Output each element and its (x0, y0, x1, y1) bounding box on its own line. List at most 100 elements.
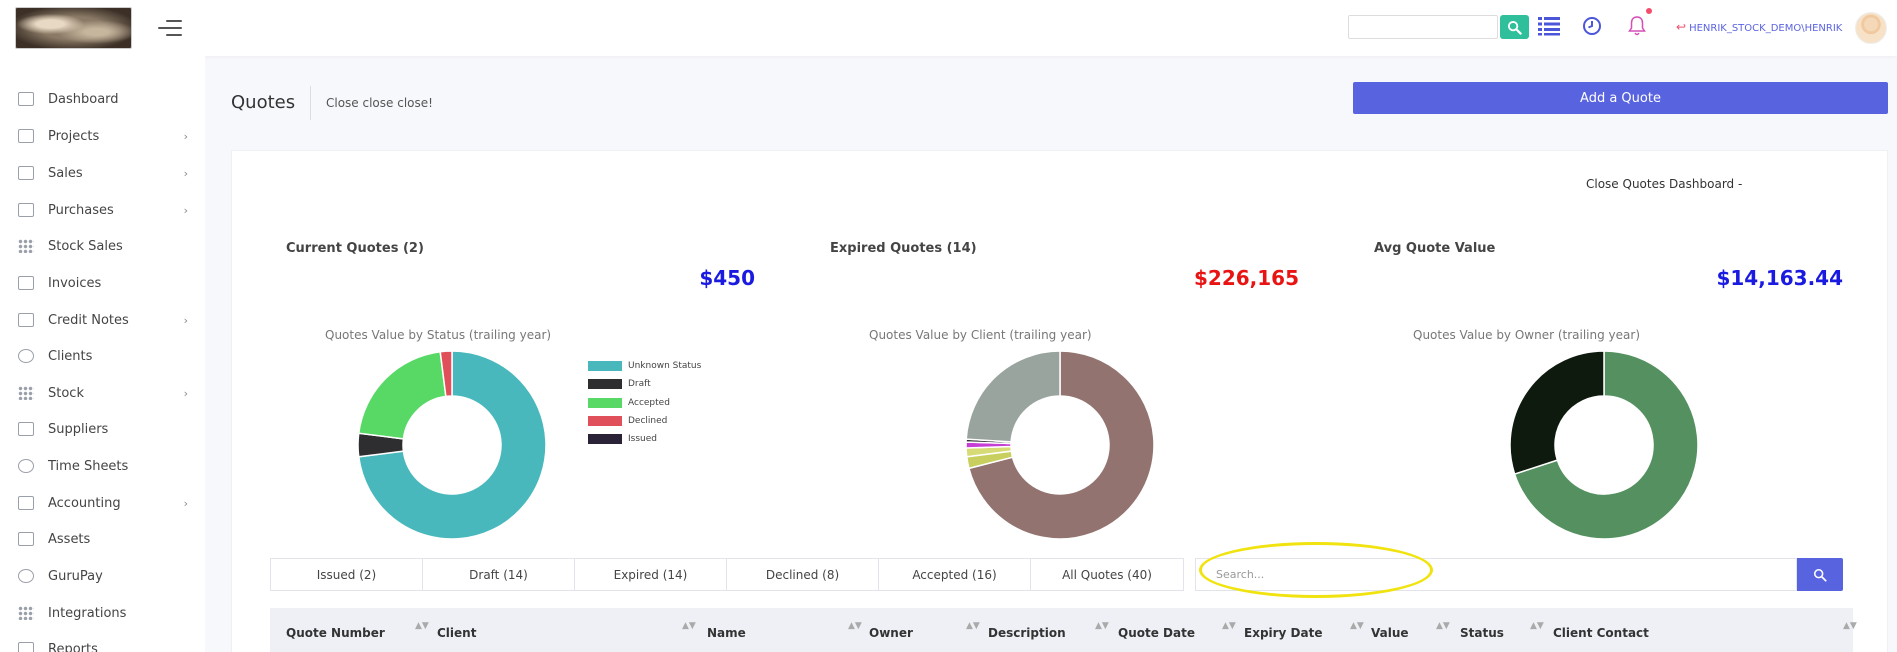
column-header-value[interactable]: Value (1371, 626, 1409, 640)
sort-icon[interactable]: ▲▼ (682, 621, 696, 631)
suppliers-icon (18, 422, 34, 436)
time-sheets-icon (18, 459, 34, 473)
avatar[interactable] (1855, 12, 1887, 44)
assets-icon (18, 532, 34, 546)
invoices-icon (18, 276, 34, 290)
chevron-right-icon: › (183, 129, 188, 143)
tab-draft[interactable]: Draft (14) (423, 559, 575, 590)
sidebar-item-label: Invoices (48, 275, 102, 291)
column-header-owner[interactable]: Owner (869, 626, 913, 640)
sidebar-item-reports[interactable]: Reports (18, 639, 188, 652)
sort-icon[interactable]: ▲▼ (415, 621, 429, 631)
stat-value-average: $14,163.44 (1716, 266, 1843, 290)
sort-icon[interactable]: ▲▼ (966, 621, 980, 631)
credit-notes-icon (18, 313, 34, 327)
sidebar-item-purchases[interactable]: Purchases › (18, 200, 188, 220)
column-header-description[interactable]: Description (988, 626, 1066, 640)
legend-entry[interactable]: Declined (588, 412, 701, 430)
legend-swatch (588, 379, 622, 390)
sidebar-item-label: Credit Notes (48, 312, 129, 328)
tab-all-quotes[interactable]: All Quotes (40) (1062, 567, 1152, 582)
sidebar-item-sales[interactable]: Sales › (18, 163, 188, 183)
sort-icon[interactable]: ▲▼ (1436, 621, 1450, 631)
clock-icon[interactable] (1582, 16, 1602, 36)
donut-slice[interactable] (357, 350, 547, 540)
column-header-name[interactable]: Name (707, 626, 746, 640)
sidebar-item-credit-notes[interactable]: Credit Notes › (18, 310, 188, 330)
company-logo[interactable] (15, 7, 132, 49)
legend-entry[interactable]: Draft (588, 375, 701, 393)
sort-icon[interactable]: ▲▼ (1095, 621, 1109, 631)
tab-issued[interactable]: Issued (2) (271, 559, 423, 590)
sidebar-item-label: Stock (48, 385, 84, 401)
sidebar-item-invoices[interactable]: Invoices (18, 273, 188, 293)
global-search-input[interactable] (1348, 15, 1498, 39)
global-search-button[interactable] (1500, 15, 1529, 39)
gurupay-icon (18, 569, 34, 583)
sidebar-item-label: Stock Sales (48, 238, 123, 254)
donut-slice[interactable] (1513, 350, 1699, 540)
donut-slice[interactable] (1509, 350, 1605, 475)
sidebar-item-clients[interactable]: Clients (18, 346, 188, 366)
legend-entry[interactable]: Unknown Status (588, 357, 701, 375)
legend-swatch (588, 434, 622, 445)
sidebar-item-time-sheets[interactable]: Time Sheets (18, 456, 188, 476)
column-header-quote-number[interactable]: Quote Number (286, 626, 385, 640)
sort-icon[interactable]: ▲▼ (1222, 621, 1236, 631)
sidebar-item-label: Sales (48, 165, 83, 181)
user-account-link[interactable]: ↩ HENRIK_STOCK_DEMO\HENRIK (1676, 20, 1842, 34)
column-header-client-contact[interactable]: Client Contact (1553, 626, 1649, 640)
donut-slice[interactable] (965, 350, 1061, 443)
donut-chart-client (965, 350, 1155, 540)
table-header (270, 608, 1853, 652)
column-header-quote-date[interactable]: Quote Date (1118, 626, 1195, 640)
chevron-right-icon: › (183, 313, 188, 327)
donut-slice[interactable] (357, 350, 447, 440)
sidebar-item-accounting[interactable]: Accounting › (18, 493, 188, 513)
sidebar-item-gurupay[interactable]: GuruPay (18, 566, 188, 586)
sort-icon[interactable]: ▲▼ (848, 621, 862, 631)
clients-icon (18, 349, 34, 363)
column-header-client[interactable]: Client (437, 626, 477, 640)
sidebar-item-integrations[interactable]: Integrations (18, 603, 188, 623)
legend-label: Unknown Status (628, 361, 702, 372)
legend-entry[interactable]: Issued (588, 430, 701, 448)
sidebar-item-suppliers[interactable]: Suppliers (18, 419, 188, 439)
legend-label: Accepted (628, 397, 670, 408)
chart-legend-status: Unknown Status Draft Accepted Declined Issue… (588, 357, 701, 448)
donut-slice[interactable] (439, 350, 453, 398)
donut-slice[interactable] (968, 350, 1155, 540)
tab-accepted[interactable]: Accepted (16) (879, 559, 1031, 590)
tab-declined[interactable]: Declined (8) (727, 559, 879, 590)
quote-search-button[interactable] (1797, 558, 1843, 591)
sidebar-item-assets[interactable]: Assets (18, 529, 188, 549)
quote-filter-tabs: Issued (2) Draft (14) Expired (14) Decli… (270, 558, 1184, 591)
user-name: HENRIK_STOCK_DEMO\HENRIK (1689, 23, 1843, 34)
column-header-expiry-date[interactable]: Expiry Date (1244, 626, 1323, 640)
menu-toggle-icon[interactable] (158, 18, 182, 36)
dashboard-title[interactable]: Close Quotes Dashboard - (1586, 177, 1743, 191)
sidebar-item-label: Purchases (48, 202, 114, 218)
sort-icon[interactable]: ▲▼ (1843, 621, 1857, 631)
chevron-right-icon: › (183, 496, 188, 510)
column-header-status[interactable]: Status (1460, 626, 1504, 640)
list-icon[interactable] (1538, 16, 1560, 36)
tab-expired[interactable]: Expired (14) (575, 559, 727, 590)
stat-label-current: Current Quotes (2) (286, 241, 424, 256)
legend-entry[interactable]: Accepted (588, 394, 701, 412)
sidebar-item-projects[interactable]: Projects › (18, 126, 188, 146)
sidebar (0, 56, 205, 652)
purchases-icon (18, 203, 34, 217)
bell-icon[interactable] (1627, 15, 1647, 37)
donut-chart-owner (1509, 350, 1699, 540)
top-bar: ↩ HENRIK_STOCK_DEMO\HENRIK (0, 0, 1897, 56)
add-quote-button[interactable]: Add a Quote (1353, 82, 1888, 114)
stock-sales-icon (18, 239, 34, 253)
sort-icon[interactable]: ▲▼ (1350, 621, 1364, 631)
reports-icon (18, 642, 34, 652)
sidebar-item-stock[interactable]: Stock › (18, 383, 188, 403)
search-icon (1507, 20, 1522, 35)
sidebar-item-stock-sales[interactable]: Stock Sales (18, 236, 188, 256)
sidebar-item-dashboard[interactable]: Dashboard (18, 89, 188, 109)
sort-icon[interactable]: ▲▼ (1530, 621, 1544, 631)
